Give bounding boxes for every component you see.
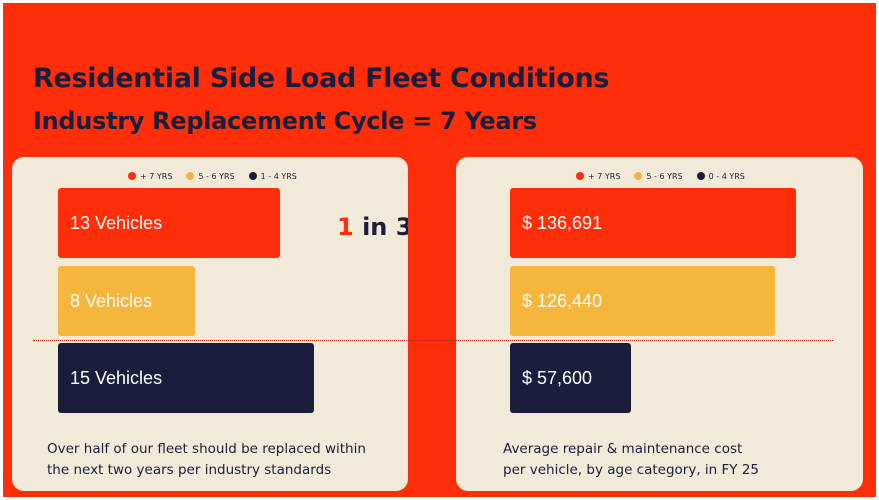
bar-0-4-years: $ 57,600 xyxy=(510,343,631,413)
legend-dot-icon xyxy=(576,172,584,180)
legend-label: 1 - 4 YRS xyxy=(260,171,297,181)
slide: Residential Side Load Fleet Conditions I… xyxy=(3,3,876,497)
cost-chart-panel: + 7 YRS 5 - 6 YRS 0 - 4 YRS $ 136,691 $ … xyxy=(456,157,863,491)
ratio-number: 1 xyxy=(337,213,354,241)
legend-label: 5 - 6 YRS xyxy=(198,171,235,181)
legend-item: 5 - 6 YRS xyxy=(186,171,235,181)
legend-dot-icon xyxy=(248,172,257,180)
page-subtitle: Industry Replacement Cycle = 7 Years xyxy=(33,107,537,135)
legend-dot-icon xyxy=(128,172,136,180)
bar-5-6-years: 8 Vehicles xyxy=(58,266,195,336)
legend-dot-icon xyxy=(634,172,643,180)
legend-dot-icon xyxy=(186,172,195,180)
legend-label: 5 - 6 YRS xyxy=(646,171,683,181)
legend: + 7 YRS 5 - 6 YRS 1 - 4 YRS xyxy=(128,169,297,183)
legend-label: + 7 YRS xyxy=(588,171,621,181)
legend-item: + 7 YRS xyxy=(576,172,620,181)
vehicles-chart-panel: + 7 YRS 5 - 6 YRS 1 - 4 YRS 13 Vehicles … xyxy=(12,157,408,491)
chart-caption: Average repair & maintenance cost per ve… xyxy=(503,439,863,481)
caption-line: the next two years per industry standard… xyxy=(47,462,332,478)
legend-item: 1 - 4 YRS xyxy=(248,171,297,181)
ratio-callout: 1 in 3 xyxy=(337,213,408,241)
ratio-text: in 3 xyxy=(362,213,408,241)
caption-line: Average repair & maintenance cost xyxy=(503,441,743,457)
legend-label: 0 - 4 YRS xyxy=(708,171,745,181)
legend-item: 0 - 4 YRS xyxy=(696,171,745,181)
caption-line: per vehicle, by age category, in FY 25 xyxy=(503,462,759,478)
caption-line: Over half of our fleet should be replace… xyxy=(47,441,366,457)
legend-label: + 7 YRS xyxy=(140,171,173,181)
chart-caption: Over half of our fleet should be replace… xyxy=(47,439,407,481)
bar-1-4-years: 15 Vehicles xyxy=(58,343,314,413)
divider-line xyxy=(33,340,833,341)
legend: + 7 YRS 5 - 6 YRS 0 - 4 YRS xyxy=(576,169,745,183)
bar-5-6-years: $ 126,440 xyxy=(510,266,775,336)
legend-item: + 7 YRS xyxy=(128,172,172,181)
legend-dot-icon xyxy=(696,172,705,180)
bar-7plus-years: $ 136,691 xyxy=(510,188,796,258)
legend-item: 5 - 6 YRS xyxy=(634,171,683,181)
bar-7plus-years: 13 Vehicles xyxy=(58,188,280,258)
page-title: Residential Side Load Fleet Conditions xyxy=(33,63,610,94)
